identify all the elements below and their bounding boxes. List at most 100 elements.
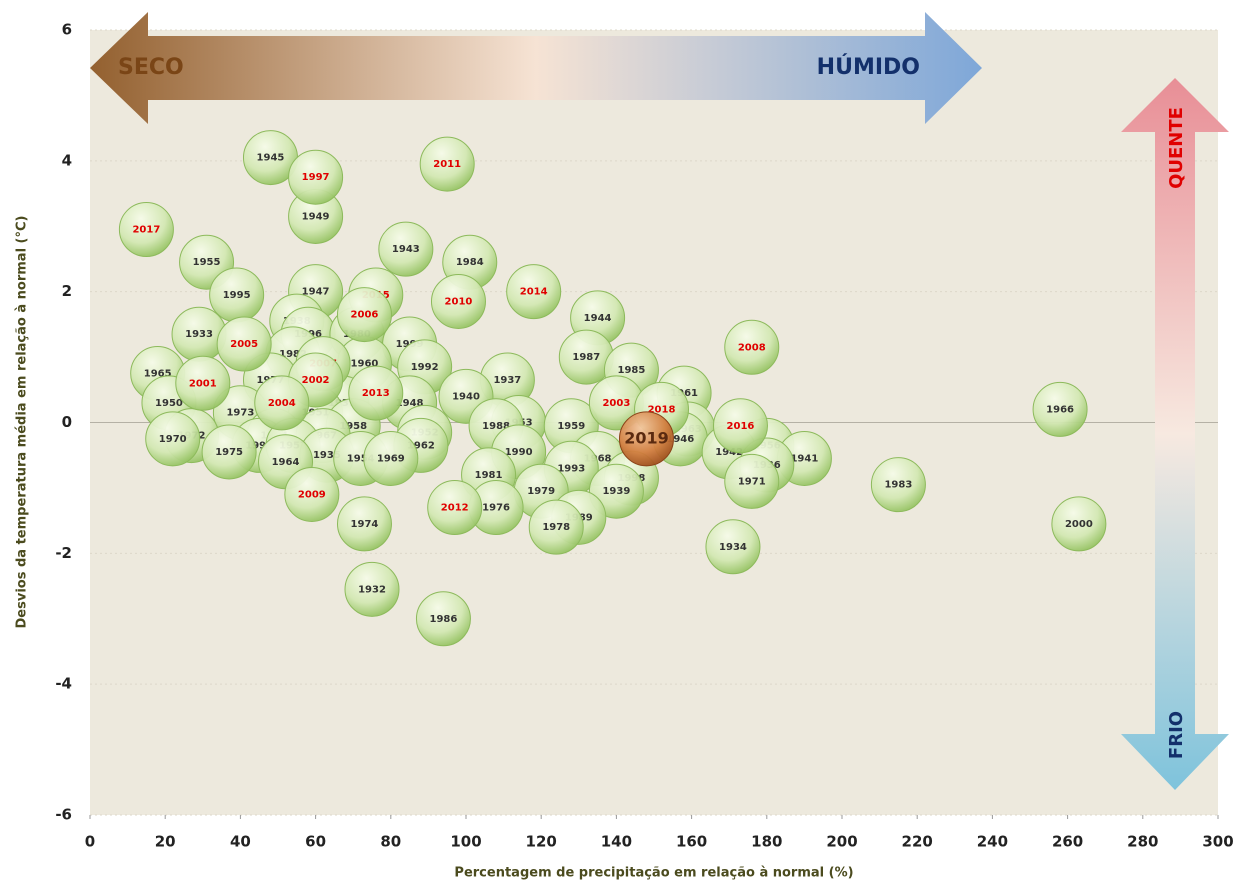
x-tick-label: 140	[601, 833, 632, 851]
bubble-label: 1973	[226, 408, 254, 419]
bubble-label: 1987	[572, 352, 600, 363]
x-tick-label: 180	[751, 833, 782, 851]
bubble-label: 2002	[302, 375, 330, 386]
bubble-label: 1969	[377, 453, 405, 464]
bubble-label: 1984	[456, 257, 484, 268]
y-tick-label: 0	[62, 413, 72, 431]
bubble-label: 1971	[738, 476, 766, 487]
bubble-label: 2004	[268, 398, 296, 409]
bubble-label: 1934	[719, 542, 747, 553]
bubble-label: 1970	[159, 434, 187, 445]
y-tick-label: -2	[55, 544, 72, 562]
bubble	[145, 411, 201, 467]
bubble-label: 1942	[715, 447, 743, 458]
bubble	[1051, 496, 1107, 552]
bubble-label: 1940	[452, 391, 480, 402]
bubble-label: 2017	[132, 225, 160, 236]
bubble	[430, 273, 486, 329]
bubble-label: 1954	[347, 453, 375, 464]
bubble-label: 1943	[392, 244, 420, 255]
bubble	[378, 221, 434, 277]
hot-cold-arrow	[1121, 78, 1229, 790]
bubble-label: 1944	[584, 313, 612, 324]
bubble	[705, 519, 761, 575]
bubble-label: 1981	[475, 470, 503, 481]
bubble	[288, 149, 344, 205]
x-tick-label: 60	[305, 833, 326, 851]
bubble	[724, 319, 780, 375]
bubble-label: 2001	[189, 378, 217, 389]
bubble	[336, 496, 392, 552]
bubble-label: 2005	[230, 339, 258, 350]
bubble-label: 1995	[223, 290, 251, 301]
bubble-label: 1985	[618, 365, 646, 376]
bubble-label: 1988	[482, 421, 510, 432]
bubble	[336, 287, 392, 343]
bubble-label: 2019	[624, 428, 669, 447]
bubble	[415, 591, 471, 647]
cold-label: FRIO	[1166, 711, 1187, 759]
bubble-label: 1986	[430, 614, 458, 625]
bubble-label: 2013	[362, 388, 390, 399]
bubble-label: 1991	[245, 440, 273, 451]
bubble-label: 1982	[279, 349, 307, 360]
bubble	[254, 375, 310, 431]
bubble-label: 1983	[884, 480, 912, 491]
dry-wet-arrow	[90, 12, 982, 124]
bubble-label: 1964	[272, 457, 300, 468]
y-tick-label: 4	[62, 151, 72, 169]
x-tick-label: 80	[380, 833, 401, 851]
bubble-label: 1959	[557, 421, 585, 432]
bubble-label: 1958	[339, 421, 367, 432]
y-tick-label: -4	[55, 675, 72, 693]
bubble-label: 2000	[1065, 519, 1093, 530]
bubble	[712, 398, 768, 454]
bubble-label: 1948	[396, 398, 424, 409]
bubble	[1032, 381, 1088, 437]
bubble-label: 1993	[557, 463, 585, 474]
x-tick-label: 220	[902, 833, 933, 851]
bubble-label: 1979	[527, 486, 555, 497]
bubble-label: 1946	[666, 434, 694, 445]
bubble-label: 1937	[493, 375, 521, 386]
bubble-label: 1955	[193, 257, 221, 268]
x-tick-label: 0	[85, 833, 95, 851]
bubble	[216, 316, 272, 372]
bubble	[348, 365, 404, 421]
bubble	[201, 424, 257, 480]
x-tick-label: 300	[1202, 833, 1233, 851]
bubble	[528, 499, 584, 555]
x-tick-label: 20	[155, 833, 176, 851]
bubble-label: 1935	[313, 450, 341, 461]
bubble	[506, 264, 562, 320]
dry-label: SECO	[118, 55, 184, 80]
y-tick-label: 6	[62, 21, 72, 39]
bubble-label: 1950	[155, 398, 183, 409]
x-axis-label: Percentagem de precipitação em relação à…	[454, 866, 853, 881]
bubble-label: 2006	[351, 310, 379, 321]
x-tick-label: 160	[676, 833, 707, 851]
bubble-label: 1968	[584, 453, 612, 464]
bubble-label: 1976	[482, 503, 510, 514]
bubble	[363, 430, 419, 486]
bubble-label: 1975	[215, 447, 243, 458]
bubble	[419, 136, 475, 192]
bubble-label: 1961	[670, 388, 698, 399]
y-tick-label: -6	[55, 806, 72, 824]
x-tick-label: 240	[977, 833, 1008, 851]
bubble	[175, 355, 231, 411]
bubble-label: 1962	[407, 440, 435, 451]
bubble-label: 1990	[505, 447, 533, 458]
bubble-label: 2009	[298, 489, 326, 500]
bubble-label: 2003	[602, 398, 630, 409]
bubble-label: 1974	[351, 519, 379, 530]
bubble-label: 2012	[441, 503, 469, 514]
bubble-label: 1947	[302, 287, 330, 298]
bubble	[284, 466, 340, 522]
bubble-label: 2011	[433, 159, 461, 170]
x-tick-label: 280	[1127, 833, 1158, 851]
bubble-label: 1965	[144, 368, 172, 379]
x-tick-label: 100	[450, 833, 481, 851]
bubble-label: 2010	[445, 296, 473, 307]
bubble-label: 1933	[185, 329, 213, 340]
